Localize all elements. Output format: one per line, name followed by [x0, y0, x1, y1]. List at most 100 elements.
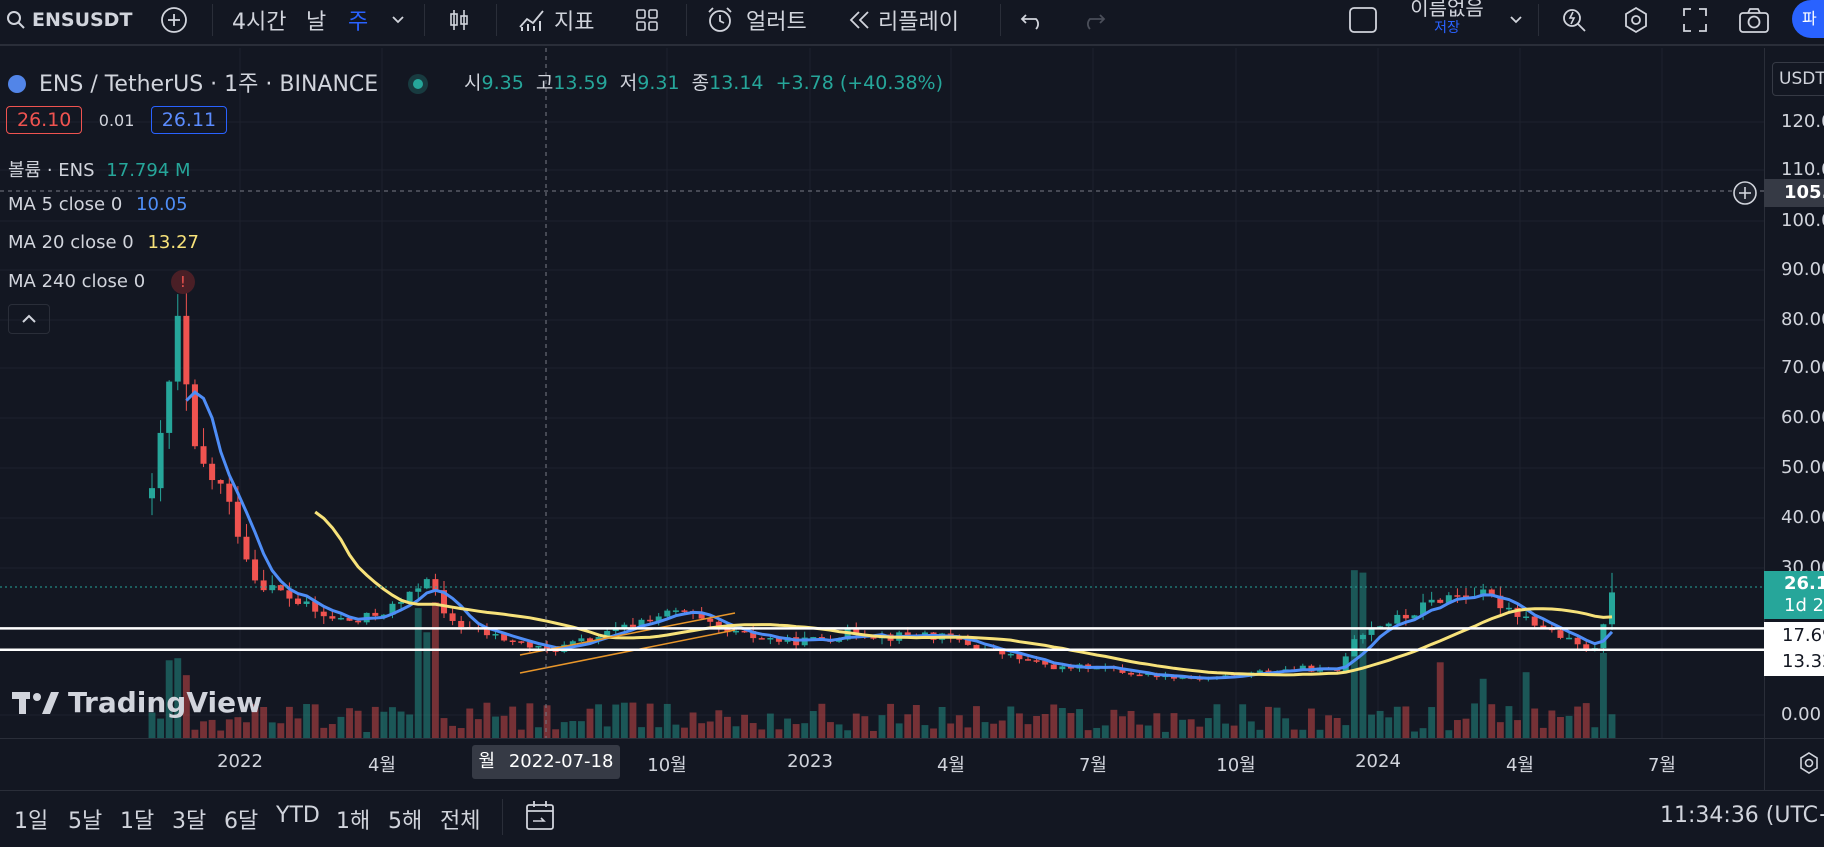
- chart-area[interactable]: [0, 48, 1764, 738]
- ma20-legend[interactable]: MA 20 close 0 13.27: [8, 232, 199, 253]
- crosshair-price: 105.7: [1784, 182, 1824, 203]
- candle-body: [1179, 677, 1186, 679]
- candle-body: [664, 610, 671, 617]
- volume-bar: [268, 722, 276, 738]
- candle-body: [483, 628, 490, 636]
- range-button[interactable]: 1달: [120, 809, 155, 834]
- chart-type-button[interactable]: [446, 0, 472, 40]
- redo-button[interactable]: [1080, 0, 1106, 40]
- candle-body: [698, 613, 705, 619]
- settings-button[interactable]: [1622, 0, 1650, 40]
- volume-bar: [243, 722, 250, 738]
- ma240-legend[interactable]: MA 240 close 0 !: [8, 270, 195, 294]
- range-button[interactable]: 6달: [224, 809, 259, 834]
- volume-bar: [887, 703, 895, 738]
- ma5-legend[interactable]: MA 5 close 0 10.05: [8, 194, 188, 215]
- volume-bar: [1050, 704, 1058, 738]
- currency-button[interactable]: USDT: [1772, 62, 1824, 96]
- volume-bar: [775, 729, 783, 738]
- interval-day-button[interactable]: 날: [306, 0, 326, 40]
- interval-dropdown[interactable]: [390, 0, 406, 40]
- time-tick: 4월: [1505, 755, 1534, 776]
- buy-button[interactable]: 26.11: [150, 106, 228, 134]
- price-axis[interactable]: 120.00 110.00 100.00 90.00 80.00 70.00 60.00 50…: [1764, 48, 1824, 790]
- time-axis[interactable]: 2022 4월 10월 2023 4월 7월 10월 2024 4월 7월 월 2022-07-1…: [0, 738, 1764, 790]
- fullscreen-button[interactable]: [1682, 0, 1708, 40]
- volume-bar: [1093, 727, 1101, 738]
- candle-body: [1128, 672, 1135, 675]
- volume-bar: [1462, 718, 1470, 738]
- time-tick: 4월: [367, 755, 396, 776]
- bottom-divider: [502, 799, 503, 835]
- publish-button[interactable]: 파: [1792, 0, 1824, 38]
- volume-bar: [1204, 718, 1212, 738]
- candle-body: [1523, 616, 1530, 619]
- candle-body: [252, 559, 259, 581]
- volume-bar: [964, 727, 972, 738]
- axis-settings-button[interactable]: [1764, 738, 1824, 790]
- volume-bar: [1539, 727, 1547, 738]
- volume-bar: [1505, 706, 1513, 738]
- volume-bar: [320, 727, 328, 738]
- add-alert-at-price-button[interactable]: [1732, 180, 1758, 206]
- volume-bar: [1307, 708, 1315, 738]
- volume-bar: [715, 710, 723, 738]
- undo-button[interactable]: [1020, 0, 1046, 40]
- volume-bar: [560, 722, 568, 738]
- time-tick: 7월: [1647, 755, 1676, 776]
- undo-icon: [1020, 14, 1039, 30]
- range-button[interactable]: YTD: [276, 803, 320, 828]
- sell-button[interactable]: 26.10: [6, 106, 83, 134]
- volume-bar: [998, 720, 1006, 738]
- price-chart[interactable]: [0, 48, 1764, 738]
- layout-dropdown[interactable]: [1508, 0, 1524, 40]
- candle-body: [191, 384, 198, 447]
- compare-symbol-button[interactable]: [160, 0, 188, 40]
- candle-body: [148, 488, 156, 499]
- ens-logo-icon: [8, 75, 26, 93]
- watermark-text: TradingView: [68, 686, 262, 719]
- volume-bar: [414, 608, 422, 738]
- templates-button[interactable]: [634, 0, 660, 40]
- volume-bar: [217, 730, 225, 738]
- time-tick: 10월: [1216, 755, 1256, 776]
- quick-search-button[interactable]: [1560, 0, 1588, 40]
- interval-4h-button[interactable]: 4시간: [232, 0, 286, 40]
- layout-name-button[interactable]: 이름없음 저장: [1402, 0, 1492, 36]
- snapshot-button[interactable]: [1738, 0, 1770, 40]
- open-label: 시: [464, 72, 482, 94]
- volume-bar: [1419, 728, 1427, 738]
- volume-bar: [1076, 709, 1083, 738]
- candle-body: [303, 601, 310, 604]
- range-button[interactable]: 1해: [336, 809, 371, 834]
- goto-date-button[interactable]: [524, 799, 556, 833]
- candle-body: [286, 590, 293, 599]
- range-button[interactable]: 5날: [68, 809, 103, 834]
- alert-button[interactable]: 얼러트: [706, 0, 807, 40]
- candle-body: [312, 601, 319, 612]
- volume-bar: [921, 725, 929, 738]
- volume-bar: [895, 723, 903, 738]
- symbol-search-button[interactable]: ENSUSDT: [6, 0, 132, 40]
- level-2-label: 13.32: [1764, 648, 1824, 676]
- interval-week-button[interactable]: 주: [348, 0, 368, 40]
- layout-select-checkbox[interactable]: [1348, 0, 1378, 40]
- timezone-clock[interactable]: 11:34:36 (UTC+9: [1660, 803, 1824, 828]
- collapse-legend-button[interactable]: [8, 304, 50, 334]
- range-button[interactable]: 1일: [14, 809, 49, 834]
- volume-bar: [672, 724, 680, 738]
- volume-legend[interactable]: 볼륨 · ENS 17.794 M: [8, 156, 191, 182]
- candle-body: [509, 640, 516, 642]
- volume-bar: [1058, 708, 1066, 738]
- search-icon: [7, 11, 25, 29]
- volume-bar: [835, 724, 843, 738]
- candle-body: [1497, 595, 1504, 609]
- volume-bar: [1230, 725, 1238, 738]
- indicators-button[interactable]: 지표: [518, 0, 594, 40]
- range-button[interactable]: 전체: [440, 809, 481, 834]
- candle-body: [569, 641, 576, 645]
- price-tick: 100.00: [1781, 210, 1824, 231]
- range-button[interactable]: 3달: [172, 809, 207, 834]
- range-button[interactable]: 5해: [388, 809, 423, 834]
- replay-button[interactable]: 리플레이: [848, 0, 959, 40]
